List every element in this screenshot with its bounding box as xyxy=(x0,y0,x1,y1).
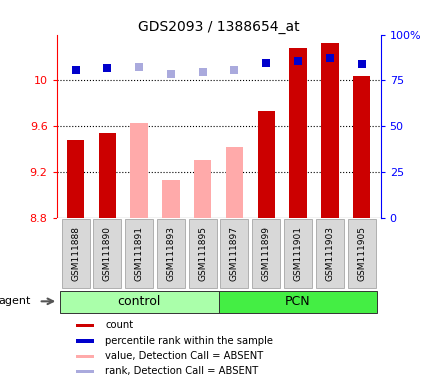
Bar xyxy=(162,180,179,217)
FancyBboxPatch shape xyxy=(93,219,121,288)
Text: GSM111891: GSM111891 xyxy=(135,226,143,281)
FancyBboxPatch shape xyxy=(252,219,279,288)
FancyBboxPatch shape xyxy=(125,219,153,288)
Text: GSM111899: GSM111899 xyxy=(261,226,270,281)
Bar xyxy=(225,147,243,217)
Text: percentile rank within the sample: percentile rank within the sample xyxy=(105,336,273,346)
Text: GSM111890: GSM111890 xyxy=(103,226,112,281)
Bar xyxy=(320,43,338,217)
Bar xyxy=(76,355,94,358)
FancyBboxPatch shape xyxy=(347,219,375,288)
Text: GSM111888: GSM111888 xyxy=(71,226,80,281)
Text: count: count xyxy=(105,320,133,330)
FancyBboxPatch shape xyxy=(157,219,184,288)
Bar xyxy=(76,370,94,373)
Bar xyxy=(67,140,84,217)
Text: value, Detection Call = ABSENT: value, Detection Call = ABSENT xyxy=(105,351,263,361)
Text: GSM111903: GSM111903 xyxy=(325,226,333,281)
Text: control: control xyxy=(117,295,161,308)
FancyBboxPatch shape xyxy=(218,291,377,313)
FancyBboxPatch shape xyxy=(59,291,218,313)
Text: agent: agent xyxy=(0,296,30,306)
Bar xyxy=(194,161,211,217)
Text: GSM111901: GSM111901 xyxy=(293,226,302,281)
Bar xyxy=(257,111,274,217)
Bar xyxy=(352,76,369,217)
Bar xyxy=(99,133,116,217)
FancyBboxPatch shape xyxy=(283,219,311,288)
Bar xyxy=(289,48,306,217)
Text: GSM111897: GSM111897 xyxy=(230,226,238,281)
FancyBboxPatch shape xyxy=(62,219,89,288)
FancyBboxPatch shape xyxy=(188,219,216,288)
Text: PCN: PCN xyxy=(285,295,310,308)
Text: GSM111895: GSM111895 xyxy=(198,226,207,281)
Title: GDS2093 / 1388654_at: GDS2093 / 1388654_at xyxy=(138,20,299,33)
Text: GSM111905: GSM111905 xyxy=(356,226,365,281)
Bar xyxy=(76,324,94,327)
Text: GSM111893: GSM111893 xyxy=(166,226,175,281)
Bar xyxy=(76,339,94,343)
FancyBboxPatch shape xyxy=(220,219,248,288)
Text: rank, Detection Call = ABSENT: rank, Detection Call = ABSENT xyxy=(105,366,258,376)
FancyBboxPatch shape xyxy=(315,219,343,288)
Bar xyxy=(130,122,148,217)
